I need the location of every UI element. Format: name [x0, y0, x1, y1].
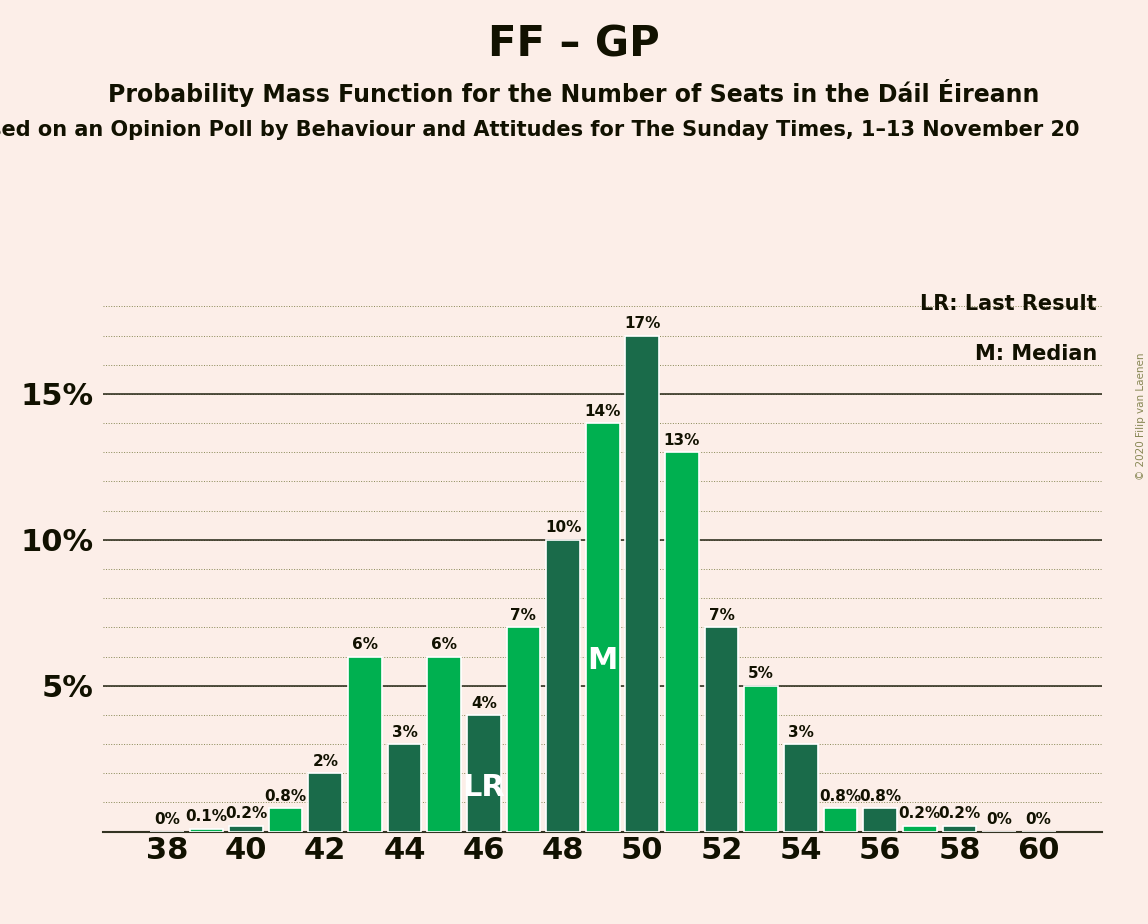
Text: 0%: 0%	[154, 812, 180, 827]
Text: 7%: 7%	[511, 608, 536, 623]
Text: 4%: 4%	[471, 696, 497, 711]
Text: 7%: 7%	[708, 608, 735, 623]
Text: 17%: 17%	[625, 316, 660, 331]
Text: sed on an Opinion Poll by Behaviour and Attitudes for The Sunday Times, 1–13 Nov: sed on an Opinion Poll by Behaviour and …	[0, 120, 1079, 140]
Bar	[784, 744, 817, 832]
Bar	[467, 715, 501, 832]
Bar	[427, 657, 461, 832]
Text: 0.1%: 0.1%	[185, 809, 227, 824]
Bar	[189, 829, 223, 832]
Bar	[903, 826, 937, 832]
Text: 2%: 2%	[312, 754, 339, 769]
Bar	[388, 744, 421, 832]
Text: FF – GP: FF – GP	[488, 23, 660, 65]
Bar	[665, 452, 699, 832]
Bar	[744, 686, 778, 832]
Bar	[863, 808, 897, 832]
Bar	[230, 826, 263, 832]
Text: 0.8%: 0.8%	[820, 789, 861, 804]
Text: 5%: 5%	[748, 666, 774, 681]
Text: 0%: 0%	[986, 812, 1013, 827]
Text: © 2020 Filip van Laenen: © 2020 Filip van Laenen	[1135, 352, 1146, 480]
Bar	[309, 773, 342, 832]
Text: M: Median: M: Median	[975, 344, 1097, 364]
Text: 0.2%: 0.2%	[899, 807, 941, 821]
Text: 0.2%: 0.2%	[938, 807, 980, 821]
Text: LR: Last Result: LR: Last Result	[921, 294, 1097, 314]
Text: M: M	[588, 646, 618, 675]
Bar	[705, 627, 738, 832]
Text: 6%: 6%	[432, 638, 457, 652]
Bar	[269, 808, 302, 832]
Bar	[585, 423, 620, 832]
Bar	[823, 808, 858, 832]
Bar	[546, 540, 580, 832]
Bar	[626, 335, 659, 832]
Text: 0.2%: 0.2%	[225, 807, 267, 821]
Text: 3%: 3%	[788, 724, 814, 740]
Text: 0.8%: 0.8%	[264, 789, 307, 804]
Bar	[506, 627, 541, 832]
Text: 14%: 14%	[584, 404, 621, 419]
Text: 6%: 6%	[352, 638, 378, 652]
Bar	[943, 826, 976, 832]
Text: 0%: 0%	[1025, 812, 1052, 827]
Bar	[348, 657, 382, 832]
Text: 3%: 3%	[391, 724, 418, 740]
Text: LR: LR	[463, 772, 505, 802]
Text: 0.8%: 0.8%	[859, 789, 901, 804]
Text: 13%: 13%	[664, 433, 700, 448]
Text: Probability Mass Function for the Number of Seats in the Dáil Éireann: Probability Mass Function for the Number…	[108, 79, 1040, 106]
Text: 10%: 10%	[545, 520, 581, 535]
